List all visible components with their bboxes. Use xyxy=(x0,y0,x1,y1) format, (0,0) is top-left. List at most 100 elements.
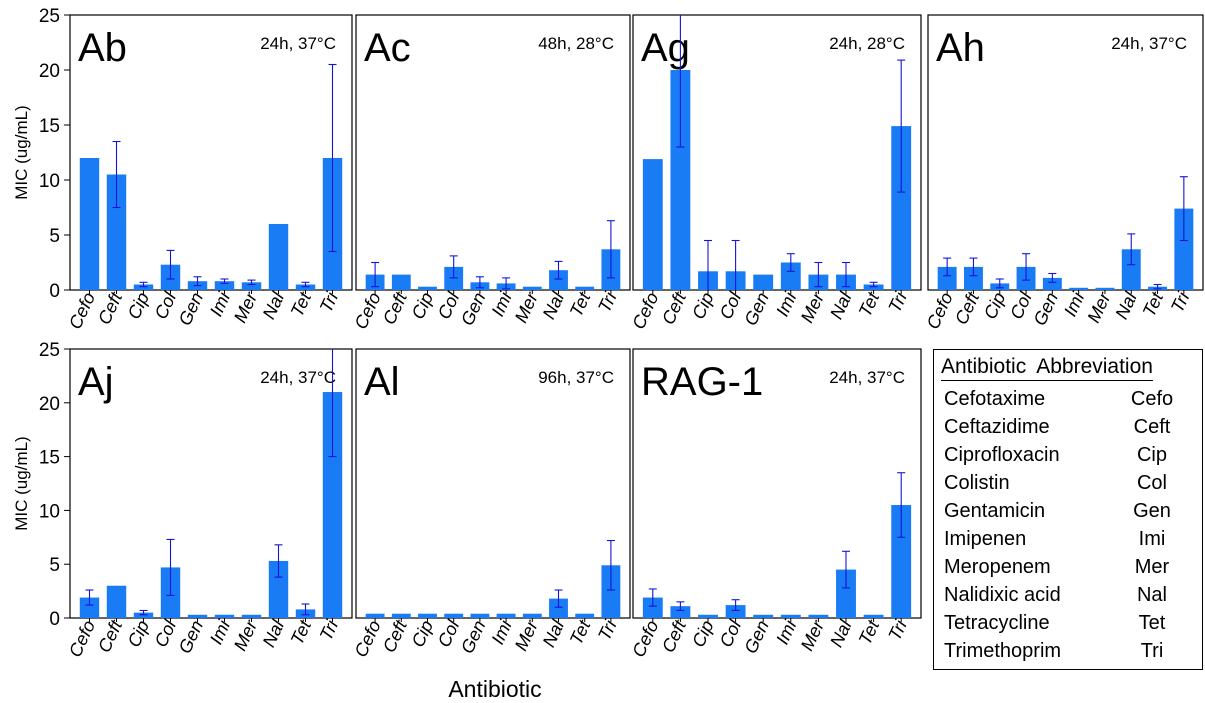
x-tick-label: Nal xyxy=(826,288,856,322)
x-tick-label: Tri xyxy=(594,288,621,315)
bar xyxy=(642,159,663,290)
bar xyxy=(836,569,856,618)
antibiotic-abbr: Tri xyxy=(1140,640,1164,662)
y-axis-label: MIC (ug/mL) xyxy=(12,436,31,530)
x-tick-label: Tet xyxy=(566,288,595,319)
panel-condition: 48h, 28°C xyxy=(538,34,614,53)
header-antibiotic: Antibiotic xyxy=(941,355,1027,378)
x-tick-label: Tet xyxy=(855,616,884,647)
x-tick-label: Ceft xyxy=(658,616,690,655)
bar xyxy=(670,70,691,290)
bar xyxy=(1174,208,1194,290)
x-tick-label: Cip xyxy=(408,289,438,322)
abbreviation-table-header: Antibiotic Abbreviation xyxy=(941,354,1153,381)
x-tick-label: Mer xyxy=(797,288,829,325)
panel-title: Ah xyxy=(936,26,985,70)
x-tick-label: Imi xyxy=(772,616,801,647)
antibiotic-abbr: Cip xyxy=(1136,444,1167,466)
bar xyxy=(241,282,262,290)
x-tick-label: Cip xyxy=(124,289,154,322)
y-tick-label: 25 xyxy=(39,340,60,361)
x-tick-label: Gen xyxy=(740,617,773,656)
bar xyxy=(670,606,691,618)
x-tick-label: Nal xyxy=(826,616,856,650)
antibiotic-name: Meropenem xyxy=(944,556,1051,578)
antibiotic-abbr: Mer xyxy=(1134,556,1170,578)
x-tick-label: Cefo xyxy=(351,289,385,332)
bar xyxy=(418,613,437,618)
x-tick-label: Mer xyxy=(511,288,543,325)
bar xyxy=(444,613,464,618)
x-tick-label: Cefo xyxy=(628,289,662,332)
x-tick-label: Cip xyxy=(124,617,154,650)
x-tick-label: Cip xyxy=(980,289,1010,322)
bar xyxy=(444,266,464,290)
y-tick-label: 0 xyxy=(49,281,60,302)
y-tick-label: 15 xyxy=(39,116,60,137)
x-tick-label: Mer xyxy=(1083,288,1115,325)
x-tick-label: Nal xyxy=(1111,288,1141,322)
bar xyxy=(891,505,912,618)
x-tick-label: Gen xyxy=(1029,289,1062,328)
bar xyxy=(575,613,595,618)
bar xyxy=(725,605,746,618)
antibiotic-name: Colistin xyxy=(944,472,1010,494)
bar xyxy=(698,614,718,618)
antibiotic-abbr: Cefo xyxy=(1130,388,1174,410)
bar xyxy=(106,585,127,618)
bar xyxy=(937,266,957,290)
y-axis-label: MIC (ug/mL) xyxy=(12,105,31,199)
x-tick-label: Cefo xyxy=(628,617,662,660)
bar xyxy=(780,614,801,618)
bar xyxy=(214,614,235,618)
x-tick-label: Cefo xyxy=(351,617,385,660)
bar xyxy=(365,613,385,618)
bar xyxy=(187,614,208,618)
bar xyxy=(79,158,100,290)
bar xyxy=(268,224,289,290)
bar xyxy=(891,126,912,290)
antibiotic-abbr: Nal xyxy=(1136,584,1167,606)
panel-condition: 24h, 37°C xyxy=(829,368,905,387)
x-tick-label: Ceft xyxy=(379,616,411,655)
bar xyxy=(575,286,595,290)
bar xyxy=(106,174,127,290)
x-tick-label: Ceft xyxy=(951,288,983,327)
antibiotic-name: Ciprofloxacin xyxy=(944,444,1060,466)
bar xyxy=(322,392,343,618)
x-tick-label: Cefo xyxy=(65,289,99,332)
panel-frame xyxy=(355,14,631,291)
panel-frame xyxy=(927,14,1204,291)
bar xyxy=(214,281,235,290)
bar xyxy=(522,286,542,290)
bar xyxy=(642,597,663,618)
x-tick-label: Tet xyxy=(566,616,595,647)
panel-title: Ac xyxy=(364,26,411,70)
x-tick-label: Gen xyxy=(740,289,773,328)
bar xyxy=(1069,287,1089,290)
antibiotic-name: Cefotaxime xyxy=(944,388,1046,410)
x-tick-label: Tri xyxy=(884,288,911,315)
x-tick-label: Mer xyxy=(230,616,262,653)
bar xyxy=(470,613,490,618)
bar xyxy=(391,274,411,290)
bar xyxy=(808,614,829,618)
x-tick-label: Mer xyxy=(797,616,829,653)
panel-frame xyxy=(632,14,922,291)
y-tick-label: 5 xyxy=(49,226,60,247)
bar xyxy=(1095,287,1115,290)
bar xyxy=(753,614,774,618)
y-tick-label: 25 xyxy=(39,6,60,27)
bar xyxy=(601,565,621,618)
x-tick-label: Imi xyxy=(772,288,801,319)
x-tick-label: Tri xyxy=(594,616,621,643)
panel-title: Ab xyxy=(78,26,127,70)
antibiotic-name: Nalidixic acid xyxy=(944,584,1061,606)
x-tick-label: Gen xyxy=(175,617,208,656)
antibiotic-abbr: Col xyxy=(1136,472,1167,494)
bar xyxy=(79,597,100,618)
panel-frame xyxy=(355,348,631,619)
panel-title: Ag xyxy=(641,26,690,70)
bar xyxy=(1121,249,1141,290)
